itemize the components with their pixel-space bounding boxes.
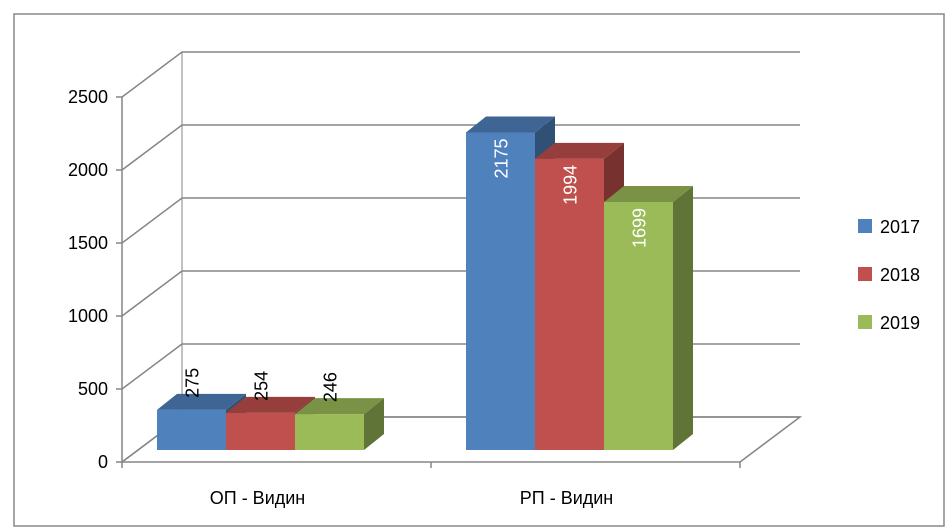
bar <box>535 158 604 450</box>
bar-top <box>535 142 624 159</box>
data-label: 246 <box>321 372 341 402</box>
y-tick-label: 500 <box>78 379 108 399</box>
y-tick-label: 1500 <box>68 233 108 253</box>
legend-swatch <box>858 315 872 329</box>
bar <box>466 132 535 450</box>
bar-top <box>466 116 555 133</box>
grid-line <box>121 124 800 171</box>
data-label: 254 <box>252 371 272 401</box>
y-tick-label: 2000 <box>68 160 108 180</box>
bar-top <box>604 185 693 202</box>
bar-top <box>295 398 384 415</box>
bar <box>295 414 364 450</box>
bar <box>226 412 295 450</box>
data-label: 2175 <box>492 138 512 178</box>
bar <box>157 409 226 450</box>
y-tick-label: 1000 <box>68 306 108 326</box>
bar <box>604 201 673 450</box>
bar-top <box>157 393 246 410</box>
bar-side <box>673 185 693 451</box>
x-tick-label: ОП - Видин <box>210 488 306 508</box>
legend-swatch <box>858 219 872 233</box>
y-tick-label: 0 <box>98 452 108 472</box>
data-label: 275 <box>183 368 203 398</box>
data-label: 1994 <box>561 165 581 205</box>
y-tick-label: 2500 <box>68 87 108 107</box>
grid-line <box>121 51 800 98</box>
legend-label: 2019 <box>880 313 920 333</box>
legend-swatch <box>858 267 872 281</box>
bar-side <box>364 398 384 450</box>
data-label: 1699 <box>630 208 650 248</box>
bar-top <box>226 396 315 413</box>
x-tick-label: РП - Видин <box>520 488 614 508</box>
legend-label: 2018 <box>880 265 920 285</box>
legend-label: 2017 <box>880 217 920 237</box>
